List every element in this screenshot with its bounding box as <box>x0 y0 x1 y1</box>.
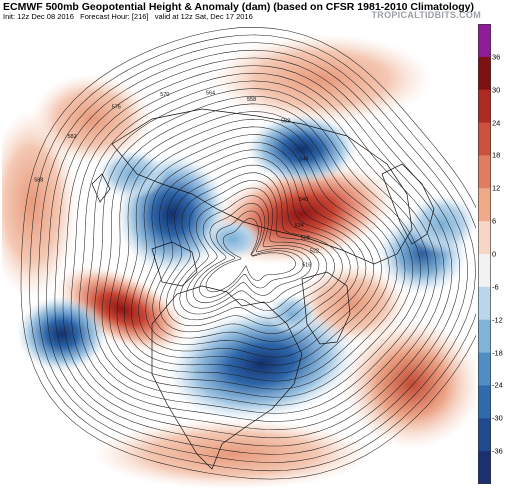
contour-label: 582 <box>68 134 77 140</box>
colorbar-tick-label: 36 <box>492 52 501 62</box>
contour-label: 570 <box>160 92 169 98</box>
colorbar-tick-label: 24 <box>492 118 501 128</box>
height-contour <box>101 103 414 398</box>
contour-label: 522 <box>310 248 319 254</box>
coastline <box>111 108 413 265</box>
anomaly-blob <box>97 149 167 199</box>
colorbar-tick-label: -36 <box>492 446 503 456</box>
anomaly-blob <box>247 114 357 184</box>
height-contours <box>20 27 476 480</box>
contour-label: 546 <box>299 157 308 163</box>
colorbar-segment <box>478 254 491 288</box>
colorbar <box>478 24 491 484</box>
polar-map: 588 582 576 570 564 558 552 546 540 534 528 522 516 <box>2 24 476 494</box>
height-contour <box>138 141 375 358</box>
map-subtitle: Init: 12z Dec 08 2016 Forecast Hour: [21… <box>3 12 253 21</box>
colorbar-tick-label: -6 <box>492 282 499 292</box>
colorbar-tick-label: 18 <box>492 150 501 160</box>
colorbar-segment <box>478 418 491 452</box>
contour-label: 540 <box>299 197 308 203</box>
height-contour <box>20 27 476 480</box>
height-contour <box>46 49 468 455</box>
colorbar-segment <box>478 385 491 419</box>
height-contour <box>70 72 445 430</box>
contour-label: 516 <box>302 263 311 269</box>
colorbar-tick-label: 12 <box>492 183 501 193</box>
colorbar-segment <box>478 352 491 386</box>
height-contour <box>29 34 476 472</box>
height-contour <box>37 42 476 463</box>
height-contour <box>199 210 304 298</box>
height-contour <box>145 149 367 350</box>
forecast-hour: Forecast Hour: [216] <box>80 12 149 21</box>
anomaly-blob <box>17 296 107 372</box>
contour-label: 558 <box>247 97 256 103</box>
height-contour <box>131 134 382 366</box>
height-contour <box>186 195 320 309</box>
colorbar-segment <box>478 451 491 484</box>
height-contour <box>54 57 461 447</box>
contour-label: 528 <box>301 236 310 242</box>
height-contour <box>172 180 335 321</box>
height-contour <box>86 88 429 414</box>
coastlines <box>91 108 435 470</box>
colorbar-segment <box>478 286 491 321</box>
contour-label: 576 <box>112 105 121 111</box>
height-contour <box>94 95 421 406</box>
colorbar-tick-label: -30 <box>492 413 503 423</box>
anomaly-blob <box>92 419 372 489</box>
height-contour <box>152 157 359 342</box>
height-contour <box>123 126 390 374</box>
colorbar-tick-label: 6 <box>492 216 497 226</box>
height-contour <box>166 172 343 327</box>
contour-label: 534 <box>295 223 304 229</box>
coastline <box>301 271 351 345</box>
anomaly-blob <box>2 109 77 299</box>
coastline <box>91 173 111 203</box>
height-contour <box>192 203 312 304</box>
colorbar-tick-label: 30 <box>492 85 501 95</box>
height-contour <box>62 65 453 439</box>
height-contour <box>159 164 351 335</box>
height-contour <box>179 187 328 315</box>
map-title: ECMWF 500mb Geopotential Height & Anomal… <box>3 1 475 13</box>
anomaly-blob <box>202 219 262 259</box>
contour-label: 564 <box>206 90 215 96</box>
site-watermark: TROPICALTIDBITS.COM <box>371 10 481 20</box>
colorbar-segment <box>478 56 491 91</box>
contour-label: 588 <box>34 178 43 184</box>
colorbar-tick-label: -12 <box>492 315 503 325</box>
colorbar-tick-label: -24 <box>492 380 503 390</box>
anomaly-blob <box>342 319 476 449</box>
init-time: Init: 12z Dec 08 2016 <box>3 12 74 21</box>
height-contour <box>109 111 406 390</box>
height-contour <box>205 218 296 293</box>
colorbar-labels: 36 30 24 18 12 6 0 -6 -12 -18 -24 -30 -36 <box>492 24 509 484</box>
colorbar-segment <box>478 89 491 124</box>
colorbar-frame <box>478 24 491 484</box>
coastline <box>151 285 303 470</box>
coastline <box>151 241 198 287</box>
colorbar-segment <box>478 319 491 354</box>
colorbar-segment <box>478 188 491 222</box>
height-contour <box>116 118 398 382</box>
anomaly-blob <box>32 74 152 164</box>
coastline <box>381 163 435 245</box>
anomaly-shading <box>2 34 476 489</box>
contour-label: 552 <box>281 118 290 124</box>
anomaly-blob <box>212 34 432 124</box>
height-contour <box>78 80 437 422</box>
colorbar-tick-label: 0 <box>492 249 497 259</box>
colorbar-segment <box>478 122 491 156</box>
valid-time: valid at 12z Sat, Dec 17 2016 <box>154 12 253 21</box>
colorbar-tick-label: -18 <box>492 348 503 358</box>
colorbar-segment <box>478 24 491 58</box>
colorbar-segment <box>478 155 491 189</box>
colorbar-segment <box>478 221 491 255</box>
map-header: ECMWF 500mb Geopotential Height & Anomal… <box>0 0 509 24</box>
